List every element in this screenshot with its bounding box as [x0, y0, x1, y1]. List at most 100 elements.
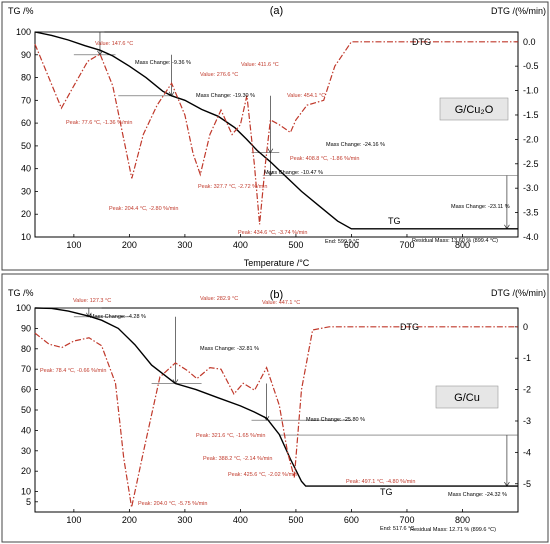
- annotation-text: End: 517.6 °C: [380, 526, 414, 532]
- annotation-text: Value: 411.6 °C: [241, 62, 279, 68]
- x-axis-label: Temperature /°C: [244, 258, 310, 268]
- annotation-text: Mass Change: -24.16 %: [326, 142, 385, 148]
- y-tick-label-left: 10: [21, 487, 31, 497]
- annotation-text: Peak: 327.7 °C, -2.72 %/min: [198, 184, 267, 190]
- y-tick-label-left: 80: [21, 344, 31, 354]
- y-tick-label-right: -1.0: [523, 86, 539, 96]
- chart-panel-b: (b)TG /% DTG /(%/min)100 200 300 400 500 600 70…: [1, 273, 549, 543]
- y-tick-label-left: 40: [21, 164, 31, 174]
- y-axis-label-left: TG /%: [8, 6, 34, 16]
- panel-frame: [1, 1, 549, 271]
- series-line-dtg: [34, 41, 518, 225]
- annotation-text: Mass Change: -9.36 %: [135, 60, 191, 66]
- x-tick-label: 700: [399, 515, 414, 525]
- series-line-tg: [34, 31, 518, 230]
- arrow-head: [267, 171, 274, 177]
- annotation-text: Mass Change: -4.28 %: [90, 314, 146, 320]
- sample-label: G/Cu: [454, 392, 480, 404]
- arrow-head: [267, 148, 274, 154]
- sample-label: G/Cu₂O: [455, 104, 494, 116]
- y-tick-label-right: -2: [523, 385, 531, 395]
- plot-area: [34, 31, 519, 238]
- y-tick-label-left: 70: [21, 364, 31, 374]
- y-tick-label-left: 5: [26, 497, 31, 507]
- x-tick-label: 100: [66, 240, 81, 250]
- x-tick-label: 800: [455, 240, 470, 250]
- curve-label-dtg: DTG: [412, 37, 431, 47]
- annotation-text: Mass Change: -19.30 %: [196, 93, 255, 99]
- y-tick-label-right: -3.5: [523, 208, 539, 218]
- y-tick-label-right: -3.0: [523, 183, 539, 193]
- y-tick-label-left: 70: [21, 95, 31, 105]
- y-tick-label-right: -4: [523, 447, 531, 457]
- y-tick-label-left: 90: [21, 50, 31, 60]
- panel-frame: [1, 273, 549, 543]
- annotation-text: Peak: 77.6 °C, -1.36 %/min: [66, 120, 132, 126]
- annotation-text: Mass Change: -24.32 %: [448, 492, 507, 498]
- y-tick-label-right: -1.5: [523, 110, 539, 120]
- y-axis-label-right: DTG /(%/min): [491, 6, 546, 16]
- series-line-tg: [34, 307, 518, 487]
- annotation-text: Peak: 78.4 °C, -0.66 %/min: [40, 368, 106, 374]
- annotation-text: Peak: 204.4 °C, -2.80 %/min: [109, 206, 178, 212]
- y-tick-label-right: -1: [523, 353, 531, 363]
- y-tick-label-right: -2.0: [523, 134, 539, 144]
- x-tick-label: 700: [399, 240, 414, 250]
- annotation-text: End: 599.9 °C: [325, 239, 359, 245]
- annotation-text: Peak: 408.8 °C, -1.86 %/min: [290, 156, 359, 162]
- y-tick-label-left: 40: [21, 425, 31, 435]
- curve-label-tg: TG: [388, 216, 401, 226]
- y-tick-label-left: 20: [21, 466, 31, 476]
- annotation-text: Value: 282.9 °C: [200, 296, 238, 302]
- y-axis-label-right: DTG /(%/min): [491, 288, 546, 298]
- y-tick-label-left: 50: [21, 405, 31, 415]
- x-tick-label: 400: [233, 515, 248, 525]
- x-tick-label: 400: [233, 240, 248, 250]
- annotation-text: Value: 454.1 °C: [287, 93, 325, 99]
- y-tick-label-right: 0.0: [523, 37, 536, 47]
- y-tick-label-left: 100: [16, 27, 31, 37]
- annotation-text: Residual Mass: 13.60 % (899.4 °C): [412, 238, 498, 244]
- y-tick-label-left: 20: [21, 209, 31, 219]
- annotation-text: Peak: 497.1 °C, -4.80 %/min: [346, 479, 415, 485]
- x-tick-label: 500: [288, 515, 303, 525]
- y-tick-label-right: -5: [523, 479, 531, 489]
- x-tick-label: 200: [122, 515, 137, 525]
- annotation-text: Peak: 321.6 °C, -1.65 %/min: [196, 433, 265, 439]
- sample-label-box: [439, 97, 509, 121]
- annotation-text: Residual Mass: 12.71 % (899.6 °C): [410, 527, 496, 533]
- panel-title: (b): [270, 289, 283, 301]
- y-tick-label-left: 60: [21, 118, 31, 128]
- series-line-dtg: [34, 326, 518, 508]
- x-tick-label: 500: [288, 240, 303, 250]
- sample-label-box: [435, 385, 499, 409]
- chart-panel-a: (a) TG /% DTG /(%/min) Temperature /°C 100 20…: [1, 1, 549, 271]
- annotation-text: Mass Change: -32.81 %: [200, 346, 259, 352]
- annotation-text: Value: 147.6 °C: [95, 41, 133, 47]
- y-tick-label-left: 30: [21, 446, 31, 456]
- y-tick-label-left: 80: [21, 73, 31, 83]
- y-tick-label-right: 0: [523, 322, 528, 332]
- annotation-text: Peak: 204.0 °C, -5.75 %/min: [138, 501, 207, 507]
- annotation-text: Mass Change: -25.80 %: [306, 417, 365, 423]
- x-tick-label: 100: [66, 515, 81, 525]
- x-tick-label: 600: [344, 240, 359, 250]
- annotation-text: Peak: 388.2 °C, -2.14 %/min: [203, 456, 272, 462]
- y-tick-label-left: 10: [21, 232, 31, 242]
- y-tick-label-left: 60: [21, 385, 31, 395]
- y-axis-label-left: TG /%: [8, 288, 34, 298]
- x-tick-label: 300: [177, 515, 192, 525]
- y-tick-label-left: 30: [21, 186, 31, 196]
- panel-title: (a): [270, 5, 283, 17]
- annotation-text: Value: 447.1 °C: [262, 300, 300, 306]
- annotation-text: Mass Change: -10.47 %: [264, 170, 323, 176]
- y-tick-label-left: 90: [21, 323, 31, 333]
- y-tick-label-right: -3: [523, 416, 531, 426]
- x-tick-label: 300: [177, 240, 192, 250]
- arrow-head: [97, 50, 103, 56]
- curve-label-tg: TG: [380, 487, 393, 497]
- annotation-text: Value: 127.3 °C: [73, 298, 111, 304]
- y-tick-label-left: 50: [21, 141, 31, 151]
